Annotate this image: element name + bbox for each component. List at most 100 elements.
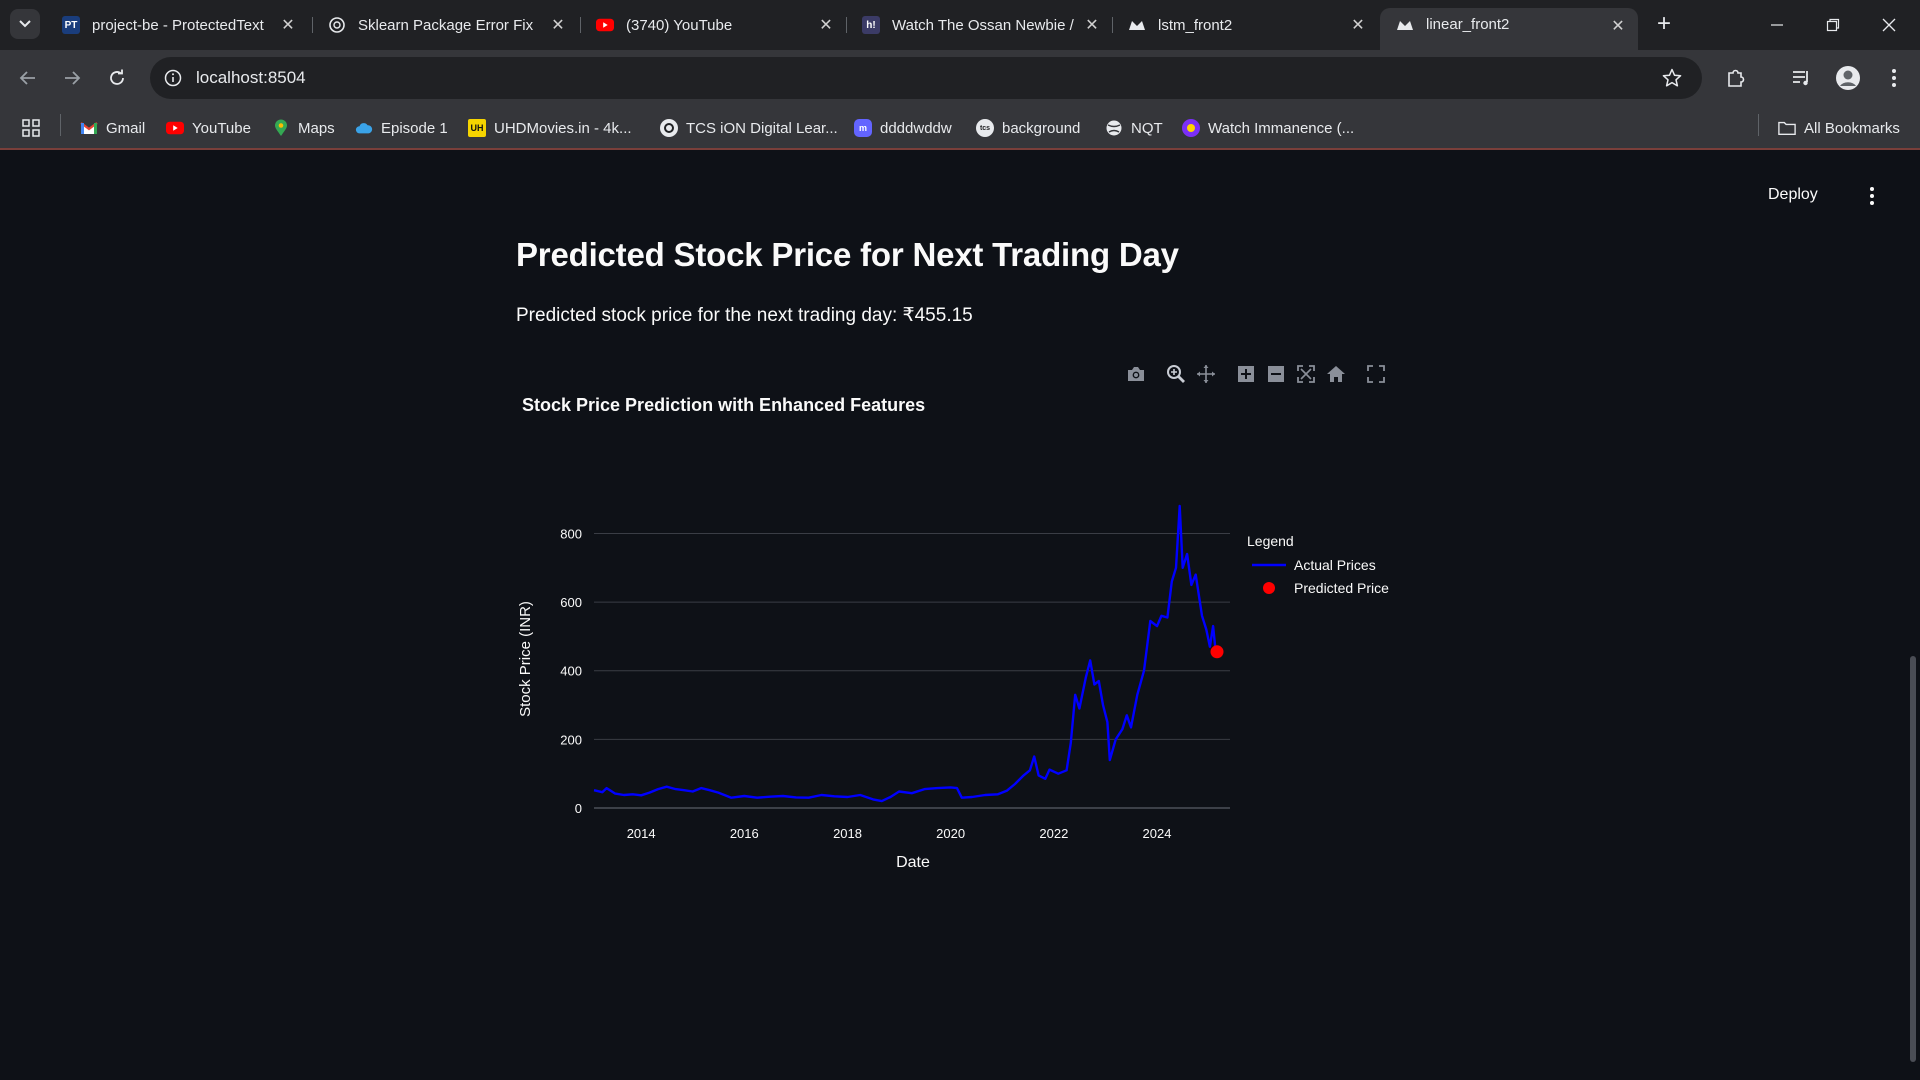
close-window-button[interactable] bbox=[1876, 12, 1902, 38]
tcs-ion-icon bbox=[660, 119, 678, 137]
streamlit-icon bbox=[1128, 16, 1146, 34]
back-button[interactable] bbox=[14, 64, 42, 92]
home-icon[interactable] bbox=[1324, 362, 1348, 386]
tab-separator bbox=[846, 17, 847, 33]
close-icon[interactable]: ✕ bbox=[1351, 17, 1365, 34]
tab-separator bbox=[1112, 17, 1113, 33]
close-icon[interactable]: ✕ bbox=[281, 17, 295, 34]
bookmark-label: Gmail bbox=[106, 119, 146, 137]
bookmark-label: NQT bbox=[1131, 119, 1163, 137]
bookmark-star-icon[interactable] bbox=[1662, 68, 1682, 88]
tab-sklearn[interactable]: Sklearn Package Error Fix ✕ bbox=[312, 8, 578, 42]
bookmark-label: Watch Immanence (... bbox=[1208, 119, 1355, 137]
minimize-button[interactable] bbox=[1764, 12, 1790, 38]
tab-search-button[interactable] bbox=[10, 9, 40, 39]
bookmark-maps[interactable]: Maps bbox=[272, 117, 335, 139]
autoscale-icon[interactable] bbox=[1294, 362, 1318, 386]
main-menu-button[interactable] bbox=[1866, 184, 1878, 208]
zoom-in-icon[interactable] bbox=[1234, 362, 1258, 386]
app-icon bbox=[1182, 119, 1200, 137]
bookmark-label: TCS iON Digital Lear... bbox=[686, 119, 838, 137]
actual-prices-line bbox=[593, 504, 1217, 803]
chart-title: Stock Price Prediction with Enhanced Fea… bbox=[522, 395, 926, 415]
cloud-icon bbox=[355, 119, 373, 137]
media-control-button[interactable] bbox=[1788, 64, 1816, 92]
bookmark-watch-immanence[interactable]: Watch Immanence (... bbox=[1182, 117, 1354, 139]
x-tick-label: 2016 bbox=[730, 826, 759, 841]
tab-project-be[interactable]: PT project-be - ProtectedText ✕ bbox=[46, 8, 308, 42]
tab-linear-front2[interactable]: linear_front2 ✕ bbox=[1380, 8, 1638, 50]
close-icon[interactable]: ✕ bbox=[1611, 18, 1625, 35]
y-axis-label: Stock Price (INR) bbox=[517, 601, 534, 717]
close-icon[interactable]: ✕ bbox=[819, 17, 833, 34]
bookmark-label: background bbox=[1002, 119, 1081, 137]
folder-icon bbox=[1778, 119, 1796, 137]
reload-button[interactable] bbox=[103, 64, 131, 92]
tab-ossan-newbie[interactable]: h! Watch The Ossan Newbie / ✕ bbox=[846, 8, 1112, 42]
bookmark-gmail[interactable]: Gmail bbox=[80, 117, 145, 139]
bookmark-label: UHDMovies.in - 4k... bbox=[494, 119, 632, 137]
bookmark-background[interactable]: tcs background bbox=[976, 117, 1080, 139]
address-bar[interactable]: localhost:8504 bbox=[150, 57, 1702, 99]
deploy-button[interactable]: Deploy bbox=[1768, 186, 1818, 203]
x-tick-label: 2018 bbox=[833, 826, 862, 841]
zoom-out-icon[interactable] bbox=[1264, 362, 1288, 386]
bookmark-youtube[interactable]: YouTube bbox=[166, 117, 251, 139]
chart-legend[interactable]: Legend Actual Prices Predicted Price bbox=[1247, 533, 1389, 596]
mastodon-icon: m bbox=[854, 119, 872, 137]
x-tick-label: 2022 bbox=[1039, 826, 1068, 841]
legend-label-actual: Actual Prices bbox=[1294, 557, 1376, 573]
page-scrollbar[interactable] bbox=[1910, 656, 1916, 1062]
new-tab-button[interactable]: + bbox=[1656, 10, 1671, 37]
all-bookmarks-button[interactable]: All Bookmarks bbox=[1778, 117, 1900, 139]
tab-title: Watch The Ossan Newbie / bbox=[892, 16, 1074, 34]
bookmark-label: YouTube bbox=[192, 119, 251, 137]
legend-item-actual[interactable]: Actual Prices bbox=[1252, 557, 1376, 573]
camera-icon[interactable] bbox=[1124, 362, 1148, 386]
extensions-button[interactable] bbox=[1722, 64, 1750, 92]
restore-icon bbox=[1826, 18, 1840, 32]
tab-separator bbox=[580, 17, 581, 33]
apps-grid-icon bbox=[22, 119, 40, 137]
uhd-icon: UH bbox=[468, 119, 486, 137]
close-icon[interactable]: ✕ bbox=[1085, 17, 1099, 34]
maps-icon bbox=[272, 119, 290, 137]
x-axis-label: Date bbox=[896, 854, 930, 871]
media-queue-icon bbox=[1793, 71, 1808, 86]
close-icon[interactable]: ✕ bbox=[551, 17, 565, 34]
legend-label-predicted: Predicted Price bbox=[1294, 580, 1389, 596]
pan-icon[interactable] bbox=[1194, 362, 1218, 386]
bookmark-nqt[interactable]: NQT bbox=[1105, 117, 1163, 139]
tab-youtube[interactable]: (3740) YouTube ✕ bbox=[580, 8, 846, 42]
streamlit-app: Deploy Predicted Stock Price for Next Tr… bbox=[0, 152, 1920, 1080]
bookmark-tcs-ion[interactable]: TCS iON Digital Lear... bbox=[660, 117, 838, 139]
legend-item-predicted[interactable]: Predicted Price bbox=[1263, 580, 1389, 596]
y-tick-label: 800 bbox=[560, 526, 582, 541]
zoom-icon[interactable] bbox=[1164, 362, 1188, 386]
legend-title: Legend bbox=[1247, 533, 1294, 549]
browser-menu-button[interactable] bbox=[1880, 64, 1908, 92]
openai-icon bbox=[328, 16, 346, 34]
browser-toolbar: localhost:8504 bbox=[0, 50, 1920, 106]
protectedtext-icon: PT bbox=[62, 16, 80, 34]
y-tick-label: 0 bbox=[575, 801, 582, 816]
chevron-down-icon bbox=[19, 20, 31, 28]
apps-button[interactable] bbox=[22, 117, 40, 139]
url-text[interactable]: localhost:8504 bbox=[196, 68, 306, 87]
puzzle-icon bbox=[1728, 69, 1745, 87]
tab-lstm-front2[interactable]: lstm_front2 ✕ bbox=[1112, 8, 1378, 42]
profile-button[interactable] bbox=[1834, 64, 1862, 92]
bookmark-uhdmovies[interactable]: UH UHDMovies.in - 4k... bbox=[468, 117, 632, 139]
bookmark-episode-1[interactable]: Episode 1 bbox=[355, 117, 448, 139]
tab-title: lstm_front2 bbox=[1158, 16, 1233, 34]
site-info-icon[interactable] bbox=[164, 69, 182, 87]
stock-price-chart[interactable]: 0 200 400 600 800 2014 2016 2018 2020 2022 2024 S… bbox=[500, 452, 1420, 1032]
restore-button[interactable] bbox=[1820, 12, 1846, 38]
forward-button[interactable] bbox=[58, 64, 86, 92]
y-axis-ticks: 0 200 400 600 800 bbox=[560, 526, 582, 816]
fullscreen-icon[interactable] bbox=[1364, 362, 1388, 386]
bookmark-label: ddddwddw bbox=[880, 119, 952, 137]
x-tick-label: 2014 bbox=[627, 826, 656, 841]
bookmark-ddddwddw[interactable]: m ddddwddw bbox=[854, 117, 952, 139]
y-tick-label: 600 bbox=[560, 595, 582, 610]
